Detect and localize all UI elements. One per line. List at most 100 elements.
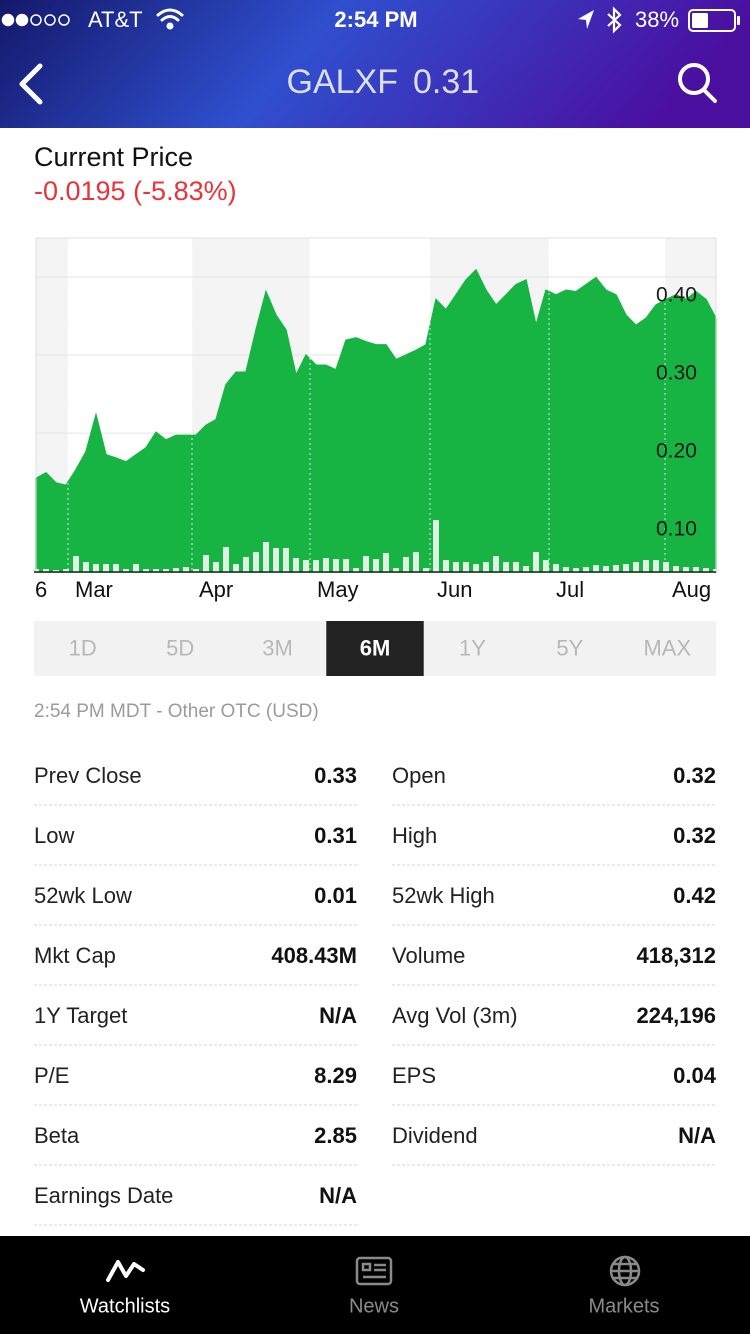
volume-bar [313, 560, 319, 572]
range-tab[interactable]: 1Y [459, 635, 486, 660]
stat-value: N/A [319, 1003, 357, 1028]
stat-value: N/A [319, 1183, 357, 1208]
volume-bar [523, 566, 529, 572]
header-background [0, 0, 750, 128]
y-tick-label: 0.40 [656, 284, 697, 307]
watchlists-icon [106, 1260, 145, 1282]
range-tab-active[interactable] [326, 621, 424, 676]
range-tab[interactable]: MAX [643, 635, 691, 660]
volume-bar [623, 564, 629, 572]
volume-bar [693, 567, 699, 572]
volume-bar [73, 556, 79, 572]
stat-label: Beta [34, 1123, 80, 1148]
stat-label: Mkt Cap [34, 943, 116, 968]
battery [688, 9, 740, 32]
header-ticker: GALXF [287, 63, 398, 101]
volume-bar [113, 564, 119, 572]
search-button[interactable] [678, 63, 717, 103]
range-tab[interactable]: 5Y [556, 635, 583, 660]
stat-label: Prev Close [34, 763, 142, 788]
tab-bar-items: Watchlists News Markets [80, 1295, 660, 1317]
y-tick-label: 0.30 [656, 362, 697, 385]
volume-bar [513, 562, 519, 572]
price-chart: 6 Mar Apr May Jun Jul Aug 0.10 0.20 0.30 0.40 [33, 237, 719, 602]
stat-label: Low [34, 823, 74, 848]
volume-bar [453, 562, 459, 572]
volume-bar [653, 560, 659, 572]
header-price: 0.31 [413, 63, 479, 101]
tab-bar-item[interactable]: Watchlists [80, 1295, 170, 1317]
x-tick-label: 6 [35, 577, 47, 602]
stat-value: 408.43M [271, 943, 357, 968]
volume-bar [543, 560, 549, 572]
volume-bar [493, 556, 499, 572]
volume-bar [473, 564, 479, 572]
volume-bar [563, 567, 569, 572]
quote-label: Current Price [34, 142, 193, 172]
clock: 2:54 PM [334, 7, 417, 32]
location-icon [578, 10, 594, 29]
volume-bar [323, 558, 329, 572]
range-tab[interactable]: 3M [262, 635, 293, 660]
y-tick-label: 0.10 [656, 518, 697, 541]
volume-bar [463, 562, 469, 572]
volume-bar [413, 552, 419, 572]
stat-value: 0.33 [314, 763, 357, 788]
tab-bar-item[interactable]: Markets [588, 1295, 659, 1317]
stat-label: EPS [392, 1063, 436, 1088]
volume-bar [503, 562, 509, 572]
volume-bar [703, 568, 709, 572]
volume-bar [163, 569, 169, 572]
news-icon [355, 1256, 393, 1286]
range-tab[interactable]: 6M [360, 635, 391, 660]
volume-bar [263, 542, 269, 572]
volume-bar [573, 568, 579, 572]
volume-bar [303, 560, 309, 572]
range-tab[interactable]: 1D [69, 635, 97, 660]
volume-bar [383, 553, 389, 572]
stat-label: 52wk Low [34, 883, 132, 908]
volume-bar [133, 564, 139, 572]
volume-bar [603, 566, 609, 572]
volume-bar [553, 564, 559, 572]
back-button[interactable] [19, 63, 43, 105]
y-tick-label: 0.20 [656, 440, 697, 463]
range-tabs: 1D 5D 3M 6M 1Y 5Y MAX [34, 621, 716, 676]
volume-bar [153, 569, 159, 572]
volume-bar [353, 568, 359, 572]
volume-bar [613, 565, 619, 572]
quote-change: -0.0195 (-5.83%) [34, 176, 237, 206]
volume-bar [293, 558, 299, 572]
volume-bar [213, 562, 219, 572]
volume-bar [673, 566, 679, 572]
volume-bar [253, 552, 259, 572]
volume-bar [393, 568, 399, 572]
volume-bar [143, 569, 149, 572]
stat-label: 1Y Target [34, 1003, 127, 1028]
volume-bar [223, 547, 229, 572]
volume-bar [373, 559, 379, 572]
markets-icon [609, 1255, 641, 1287]
x-tick-label: Apr [199, 577, 233, 602]
volume-bar [283, 548, 289, 572]
volume-bar [363, 556, 369, 572]
volume-bar [443, 560, 449, 572]
volume-bar [273, 548, 279, 572]
volume-bar [533, 552, 539, 572]
range-tab[interactable]: 5D [166, 635, 194, 660]
volume-bar [423, 568, 429, 572]
x-tick-label: Jun [437, 577, 472, 602]
tab-bar-item[interactable]: News [349, 1295, 399, 1317]
stat-value: 0.32 [673, 823, 716, 848]
volume-bar [663, 562, 669, 572]
volume-bar [343, 559, 349, 572]
volume-bar [193, 569, 199, 572]
volume-bar [583, 567, 589, 572]
stat-value: 0.01 [314, 883, 357, 908]
stat-label: Earnings Date [34, 1183, 173, 1208]
volume-bar [53, 570, 59, 572]
stat-value: N/A [678, 1123, 716, 1148]
volume-bar [183, 567, 189, 572]
stat-label: 52wk High [392, 883, 495, 908]
